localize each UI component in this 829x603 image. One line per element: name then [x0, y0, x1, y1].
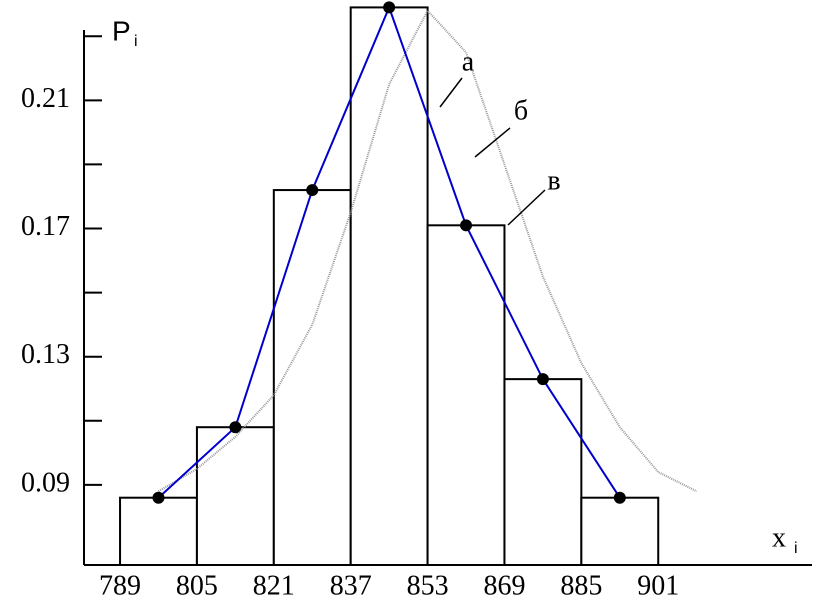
y-tick-label: 0.21 — [21, 83, 70, 114]
bar — [503, 378, 583, 566]
polygon-point — [152, 491, 165, 504]
bar — [349, 6, 429, 566]
polygon-point — [613, 491, 626, 504]
x-tick-label: 853 — [407, 570, 449, 601]
polygon-point — [536, 373, 549, 386]
y-tick-label: 0.13 — [21, 339, 70, 370]
annotation-leader — [474, 127, 511, 158]
x-tick-label: 837 — [330, 570, 372, 601]
polygon-point — [460, 219, 473, 232]
x-axis-label-subscript: i — [794, 540, 798, 557]
bar — [580, 496, 660, 567]
y-axis-label-subscript: i — [134, 33, 138, 50]
x-tick-label: 789 — [99, 570, 141, 601]
x-tick-label: 821 — [253, 570, 295, 601]
bar — [426, 224, 506, 566]
y-tick-label: 0.17 — [21, 211, 70, 242]
annotation: б — [514, 95, 528, 126]
polygon-point — [306, 184, 319, 197]
annotation-leader — [507, 189, 546, 226]
y-tick-label: 0.09 — [21, 467, 70, 498]
x-tick-label: 901 — [637, 570, 679, 601]
polygon-point — [229, 421, 242, 434]
annotation: в — [547, 165, 560, 196]
x-tick-label: 869 — [483, 570, 525, 601]
x-tick-label: 885 — [560, 570, 602, 601]
bar — [195, 426, 275, 567]
y-axis-label: P — [112, 15, 131, 46]
x-axis-label: x — [772, 522, 786, 553]
bar — [119, 496, 198, 567]
polygon-point — [383, 1, 396, 14]
annotation: а — [462, 46, 475, 77]
x-tick-label: 805 — [176, 570, 218, 601]
annotation-leader — [439, 77, 463, 108]
